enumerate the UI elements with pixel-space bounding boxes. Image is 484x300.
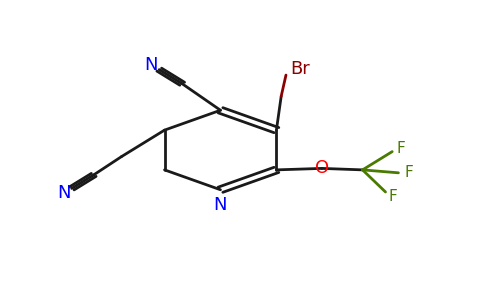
Text: F: F (405, 165, 413, 180)
Text: F: F (396, 141, 405, 156)
Text: F: F (388, 189, 397, 204)
Text: N: N (144, 56, 157, 74)
Text: N: N (57, 184, 71, 202)
Text: N: N (214, 196, 227, 214)
Text: Br: Br (290, 60, 310, 78)
Text: O: O (315, 158, 329, 176)
